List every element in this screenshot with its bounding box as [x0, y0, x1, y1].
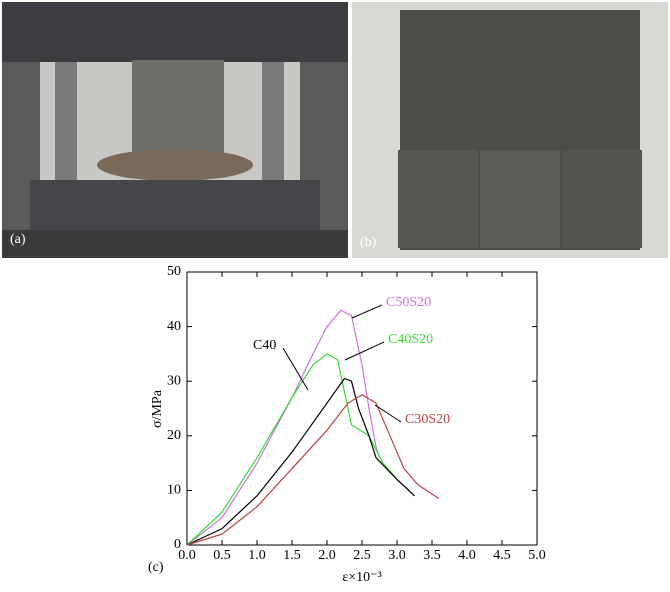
- panel-label: (c): [148, 560, 164, 575]
- legend-label: C50S20: [386, 295, 431, 310]
- series-line: [187, 354, 415, 545]
- annotation-arrow: [352, 305, 382, 318]
- series-line: [187, 310, 380, 545]
- x-tick-label: 1.0: [248, 548, 266, 563]
- annotation-arrow: [283, 348, 308, 390]
- series-line: [187, 395, 439, 545]
- x-tick-label: 3.0: [388, 548, 406, 563]
- series-line: [187, 378, 415, 545]
- legend-label: C30S20: [405, 412, 450, 427]
- x-axis-label: ε×10⁻³: [342, 570, 381, 585]
- x-tick-label: 5.0: [528, 548, 546, 563]
- x-tick-label: 4.0: [458, 548, 476, 563]
- annotation-arrow: [345, 342, 384, 360]
- y-tick-label: 40: [167, 319, 181, 334]
- y-tick-label: 0: [174, 537, 181, 552]
- y-tick-label: 20: [167, 428, 181, 443]
- photo-b: [352, 2, 668, 258]
- legend-label: C40S20: [388, 332, 433, 347]
- x-tick-label: 2.0: [318, 548, 336, 563]
- y-tick-label: 10: [167, 483, 181, 498]
- x-tick-label: 0.5: [213, 548, 231, 563]
- x-tick-label: 1.5: [283, 548, 301, 563]
- figure: (a) (b) (c) ε×10⁻³ σ/MPa 0.00.51.01.52.0…: [0, 0, 670, 587]
- x-tick-label: 4.5: [493, 548, 511, 563]
- annotation-arrow: [375, 405, 401, 422]
- x-tick-label: 3.5: [423, 548, 441, 563]
- photo-a: [2, 2, 348, 258]
- y-axis-label: σ/MPa: [150, 389, 165, 428]
- y-tick-label: 50: [167, 264, 181, 279]
- panel-label: (b): [360, 235, 377, 250]
- y-tick-label: 30: [167, 373, 181, 388]
- panel-label: (a): [10, 232, 26, 247]
- x-tick-label: 2.5: [353, 548, 371, 563]
- plot-frame: [187, 272, 537, 545]
- legend-label: C40: [253, 338, 276, 353]
